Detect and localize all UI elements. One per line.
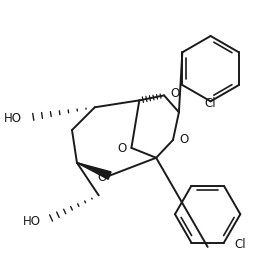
Polygon shape — [77, 163, 111, 179]
Text: Cl: Cl — [205, 97, 217, 110]
Text: HO: HO — [23, 215, 41, 228]
Text: HO: HO — [4, 112, 21, 125]
Text: O: O — [97, 171, 107, 184]
Text: O: O — [117, 142, 126, 155]
Text: O: O — [170, 87, 179, 100]
Text: O: O — [179, 134, 188, 146]
Text: Cl: Cl — [235, 238, 246, 251]
